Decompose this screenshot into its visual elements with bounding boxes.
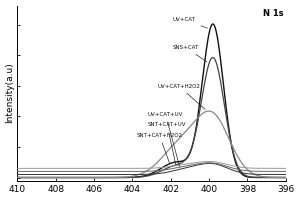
Text: SNT+CAT+UV: SNT+CAT+UV bbox=[148, 122, 186, 165]
Text: UV+CAT+UV: UV+CAT+UV bbox=[148, 112, 183, 167]
Y-axis label: Intensity(a.u): Intensity(a.u) bbox=[6, 63, 15, 123]
Text: UV+CAT: UV+CAT bbox=[173, 17, 208, 28]
Text: N 1s: N 1s bbox=[262, 9, 283, 18]
Text: SNS+CAT: SNS+CAT bbox=[173, 45, 207, 62]
Text: UV+CAT+H2O2: UV+CAT+H2O2 bbox=[157, 84, 205, 109]
Text: SNT+CAT+H2O2: SNT+CAT+H2O2 bbox=[136, 133, 182, 164]
